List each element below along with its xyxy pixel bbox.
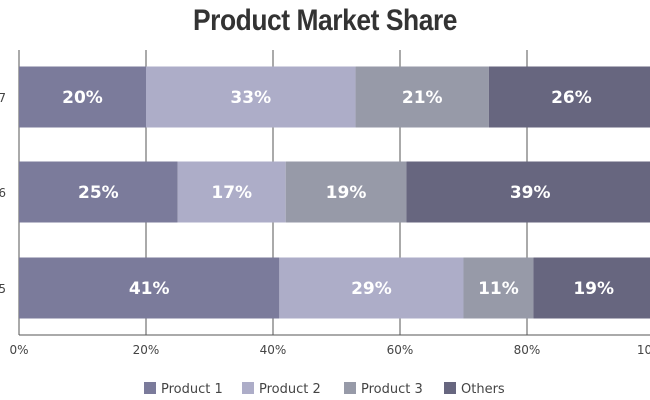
x-tick-label: 60% (387, 343, 414, 357)
bar-segment[interactable] (533, 257, 650, 319)
legend-swatch (444, 382, 456, 394)
x-tick-label: 40% (260, 343, 287, 357)
data-label: 19% (326, 183, 367, 203)
bar-segment[interactable] (19, 66, 146, 128)
legend-swatch (242, 382, 254, 394)
y-tick-label: 2016 (0, 186, 6, 200)
data-label: 26% (551, 88, 592, 108)
legend-swatch (344, 382, 356, 394)
data-label: 39% (510, 183, 551, 203)
bar-segment[interactable] (406, 161, 650, 223)
legend-swatch (144, 382, 156, 394)
data-label: 11% (478, 279, 519, 299)
bar-segment[interactable] (279, 257, 464, 319)
x-tick-label: 100% (637, 343, 650, 357)
bar-segment[interactable] (285, 161, 407, 223)
legend-item[interactable]: Product 2 (259, 382, 321, 397)
bar-segment[interactable] (355, 66, 489, 128)
bar-segment[interactable] (488, 66, 650, 128)
data-label: 20% (62, 88, 103, 108)
data-label: 33% (230, 88, 271, 108)
x-tick-label: 20% (133, 343, 160, 357)
bar-segment[interactable] (146, 66, 356, 128)
y-tick-label: 2015 (0, 282, 6, 296)
legend-item[interactable]: Product 3 (361, 382, 423, 397)
data-label: 19% (573, 279, 614, 299)
bar-segment[interactable] (19, 161, 178, 223)
data-label: 17% (211, 183, 252, 203)
data-label: 29% (351, 279, 392, 299)
data-label: 21% (402, 88, 443, 108)
legend-item[interactable]: Product 1 (161, 382, 223, 397)
bar-segment[interactable] (177, 161, 286, 223)
bar-segment[interactable] (19, 257, 280, 319)
x-tick-label: 0% (9, 343, 28, 357)
chart-title: Product Market Share (192, 4, 458, 37)
data-label: 25% (78, 183, 119, 203)
legend-item[interactable]: Others (461, 382, 505, 397)
y-tick-label: 2017 (0, 91, 6, 105)
x-tick-label: 80% (514, 343, 541, 357)
data-label: 41% (129, 279, 170, 299)
bar-segment[interactable] (463, 257, 534, 319)
